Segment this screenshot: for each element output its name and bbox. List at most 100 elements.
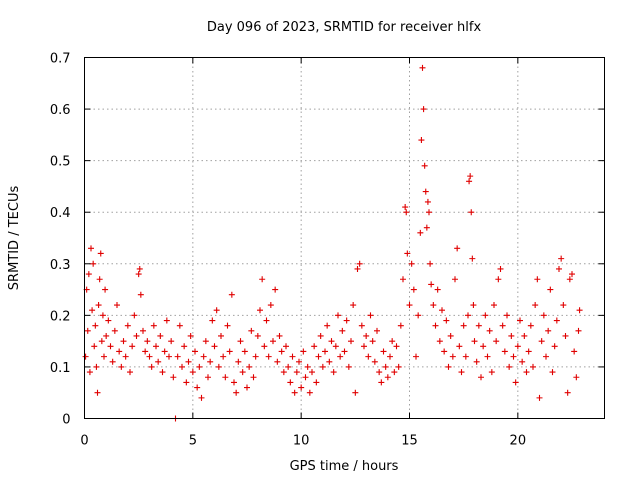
data-point: [144, 338, 151, 345]
data-point: [430, 302, 437, 309]
data-point: [150, 322, 157, 329]
data-point: [339, 327, 346, 334]
data-point: [324, 322, 331, 329]
data-point: [109, 358, 116, 365]
data-point: [454, 245, 461, 252]
data-point: [317, 332, 324, 339]
data-point: [263, 317, 270, 324]
data-point: [140, 327, 146, 334]
data-point: [562, 332, 569, 339]
data-point: [418, 137, 425, 144]
data-point: [116, 348, 123, 355]
data-point: [382, 363, 389, 370]
data-point: [148, 363, 155, 370]
data-point: [114, 302, 120, 309]
data-point: [486, 327, 493, 334]
x-tick-label: 20: [510, 434, 527, 449]
data-point: [166, 353, 172, 360]
data-point: [254, 332, 261, 339]
data-point: [96, 276, 103, 283]
data-point: [257, 307, 263, 314]
data-point: [456, 343, 463, 350]
data-point: [341, 348, 348, 355]
data-point: [259, 276, 266, 283]
data-point: [278, 348, 285, 355]
data-point: [161, 348, 168, 355]
data-point: [517, 317, 523, 324]
data-point: [553, 317, 560, 324]
data-point: [293, 369, 300, 376]
data-point: [493, 338, 500, 345]
data-point: [270, 338, 276, 345]
data-point: [566, 276, 573, 283]
data-point: [135, 271, 142, 278]
data-point: [397, 322, 404, 329]
data-point: [478, 374, 484, 381]
data-point: [222, 374, 229, 381]
data-point: [95, 302, 102, 309]
data-point: [85, 271, 92, 278]
data-point: [218, 332, 224, 339]
data-point: [527, 322, 534, 329]
data-point: [356, 260, 363, 267]
data-point: [94, 389, 101, 396]
data-point: [91, 343, 98, 350]
data-point: [209, 317, 216, 324]
data-point: [200, 353, 207, 360]
data-point: [322, 348, 328, 355]
data-point: [354, 265, 361, 272]
data-point: [146, 353, 153, 360]
data-point: [419, 64, 426, 71]
data-point: [384, 374, 391, 381]
data-point: [363, 332, 370, 339]
data-point: [434, 286, 441, 293]
data-point: [105, 317, 112, 324]
data-point: [118, 363, 125, 370]
y-tick-label: 0.5: [50, 155, 71, 170]
y-axis-label: SRMTID / TECUs: [7, 186, 22, 291]
data-point: [551, 343, 558, 350]
data-point: [90, 260, 97, 267]
data-point: [246, 363, 253, 370]
data-point: [371, 358, 378, 365]
data-point: [330, 369, 337, 376]
data-point: [426, 209, 432, 216]
x-axis-label: GPS time / hours: [290, 459, 399, 474]
data-point: [185, 358, 192, 365]
data-point: [504, 312, 510, 319]
data-point: [168, 338, 175, 345]
data-point: [120, 338, 127, 345]
data-point: [428, 281, 435, 288]
data-point: [97, 250, 104, 257]
data-point: [241, 348, 248, 355]
y-tick-label: 0: [62, 413, 70, 428]
data-point: [131, 312, 138, 319]
y-tick-label: 0.7: [50, 52, 71, 67]
data-point: [86, 369, 93, 376]
data-point: [328, 338, 335, 345]
chart-title: Day 096 of 2023, SRMTID for receiver hlf…: [207, 20, 482, 35]
data-point: [302, 374, 309, 381]
data-point: [573, 374, 580, 381]
data-point: [315, 353, 322, 360]
data-point: [311, 343, 318, 350]
data-point: [402, 204, 409, 211]
x-tick-label: 15: [401, 434, 418, 449]
data-point: [470, 302, 477, 309]
data-point: [403, 209, 410, 216]
data-point: [326, 358, 333, 365]
data-point: [365, 353, 372, 360]
data-point: [560, 302, 567, 309]
data-point: [491, 302, 497, 309]
data-point: [136, 265, 143, 272]
data-point: [88, 245, 94, 252]
data-point: [296, 358, 302, 365]
data-point: [239, 369, 246, 376]
data-point: [231, 379, 237, 386]
data-point: [250, 374, 257, 381]
data-point: [473, 358, 480, 365]
data-point: [92, 322, 99, 329]
data-point: [467, 173, 474, 180]
data-point: [304, 363, 311, 370]
data-point: [443, 317, 450, 324]
